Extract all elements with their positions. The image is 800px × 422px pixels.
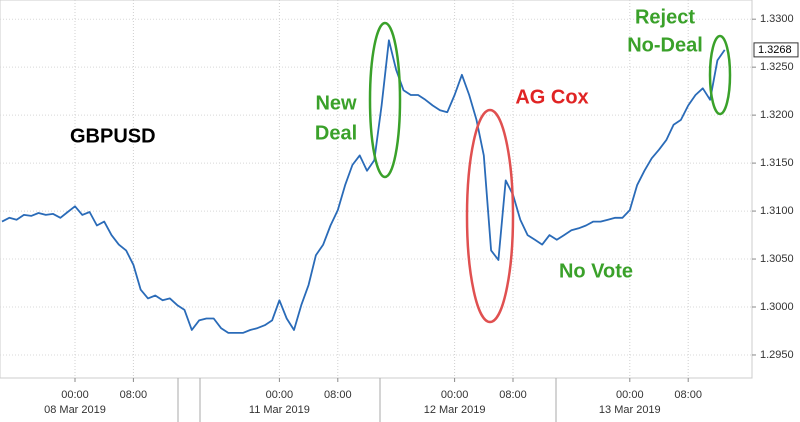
x-tick-label: 08:00	[120, 389, 148, 401]
x-date-label: 12 Mar 2019	[424, 404, 486, 416]
price-line	[1, 39, 726, 334]
highlight-ellipse	[465, 108, 515, 324]
y-tick-label: 1.3150	[760, 157, 794, 169]
annotation: GBPUSD	[70, 125, 156, 147]
series	[1, 39, 726, 334]
y-tick-label: 1.3100	[760, 205, 794, 217]
annotation: AG Cox	[515, 86, 588, 108]
x-tick-label: 00:00	[441, 389, 469, 401]
annotation: New	[315, 92, 357, 114]
y-tick-label: 1.2950	[760, 349, 794, 361]
y-tick-label: 1.3000	[760, 301, 794, 313]
y-tick-label: 1.3300	[760, 13, 794, 25]
x-tick-label: 00:00	[266, 389, 294, 401]
x-tick-label: 08:00	[674, 389, 702, 401]
annotation: Deal	[315, 122, 357, 144]
x-date-label: 11 Mar 2019	[249, 404, 310, 416]
annotation: No Vote	[559, 260, 633, 282]
highlight-ellipse	[708, 34, 732, 116]
y-tick-label: 1.3200	[760, 109, 794, 121]
x-tick-label: 08:00	[499, 389, 527, 401]
x-tick-label: 00:00	[61, 389, 89, 401]
y-tick-label: 1.3250	[760, 61, 794, 73]
last-price-box	[753, 42, 799, 58]
plot-area	[0, 0, 753, 379]
x-date-label: 13 Mar 2019	[599, 404, 661, 416]
x-date-label: 08 Mar 2019	[44, 404, 106, 416]
y-tick-label: 1.3050	[760, 253, 794, 265]
annotation: Reject	[635, 6, 695, 28]
annotation: No-Deal	[627, 34, 703, 56]
last-price-label: 1.3268	[758, 44, 792, 56]
x-tick-label: 08:00	[324, 389, 352, 401]
highlight-ellipse	[368, 21, 402, 179]
x-tick-label: 00:00	[616, 389, 644, 401]
